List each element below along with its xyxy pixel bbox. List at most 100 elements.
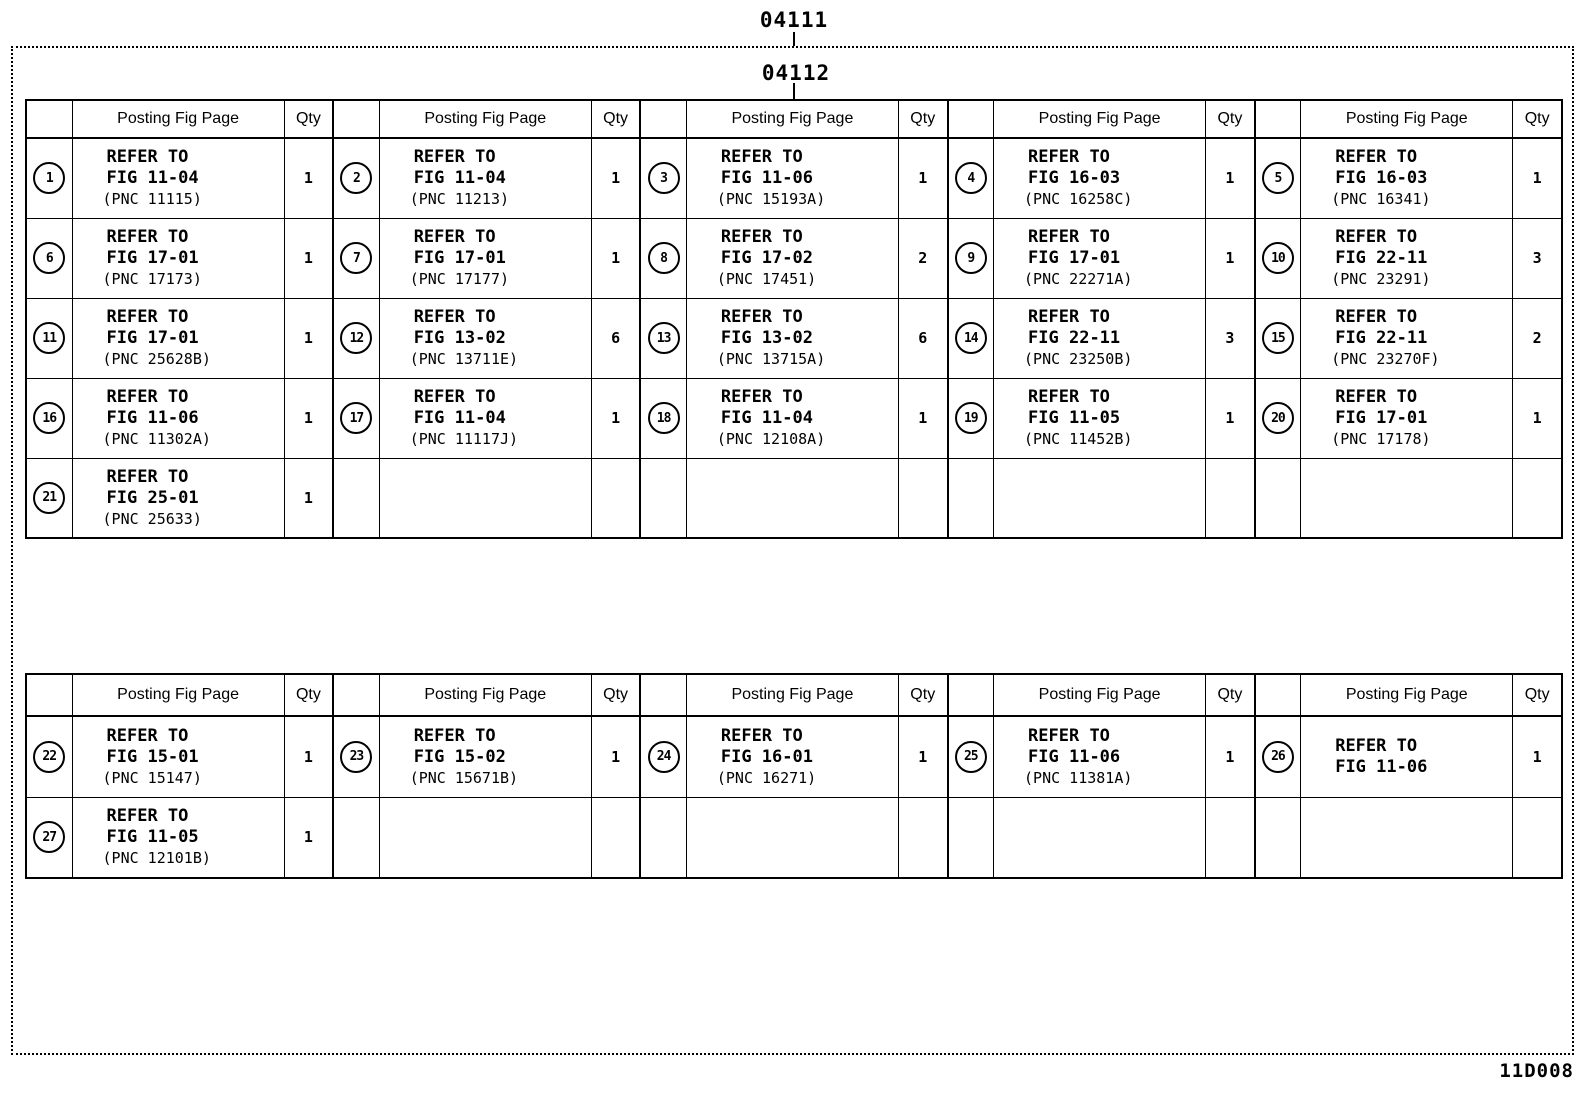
posting-fig-cell: REFER TO FIG 16-03 (PNC 16341): [1300, 137, 1514, 219]
refer-to-line: REFER TO: [413, 307, 496, 327]
posting-fig-table-lower: Posting Fig Page Qty Posting Fig Page Qt…: [25, 673, 1563, 879]
item-number-badge: 17: [340, 402, 373, 434]
item-number-badge: 14: [954, 322, 987, 354]
qty-cell: 1: [897, 715, 949, 798]
qty-cell: 1: [283, 137, 334, 219]
refer-to-line: REFER TO: [106, 307, 189, 327]
pnc-line: (PNC 11452B): [1024, 430, 1133, 448]
posting-fig-page-header: Posting Fig Page: [71, 673, 285, 717]
posting-fig-cell: REFER TO FIG 22-11 (PNC 23250B): [993, 297, 1207, 379]
item-number-header: [25, 99, 73, 139]
refer-to-line: REFER TO: [1335, 227, 1418, 247]
qty-cell: 1: [1205, 137, 1256, 219]
item-number-cell: 8: [639, 217, 687, 299]
posting-fig-cell: REFER TO FIG 17-01 (PNC 17177): [378, 217, 592, 299]
pnc-line: (PNC 11213): [409, 190, 510, 209]
refer-to-line: REFER TO: [1335, 387, 1418, 407]
posting-fig-cell: REFER TO FIG 17-01 (PNC 22271A): [993, 217, 1207, 299]
item-number: 21: [42, 490, 57, 506]
pnc-line: (PNC 16258C): [1024, 190, 1133, 209]
pnc-line: (PNC 25633): [102, 509, 202, 528]
item-number-header: [25, 673, 73, 717]
item-number-badge: 11: [33, 322, 66, 354]
pnc-line: (PNC 13711E): [409, 350, 519, 368]
posting-fig-page-header: Posting Fig Page: [1300, 99, 1514, 139]
qty-cell: 1: [283, 457, 334, 539]
refer-to-line: REFER TO: [720, 307, 803, 327]
table-header-row: Posting Fig Page Qty Posting Fig Page Qt…: [25, 99, 1563, 139]
pnc-line: (PNC 23291): [1331, 270, 1431, 288]
empty-cell: [1300, 457, 1514, 539]
item-number-badge: 13: [647, 322, 680, 354]
item-number-badge: 3: [647, 162, 680, 195]
item-number-cell: 15: [1253, 297, 1302, 379]
posting-fig-cell: REFER TO FIG 11-06 (PNC 11381A): [993, 715, 1207, 798]
posting-fig-cell: REFER TO FIG 22-11 (PNC 23270F): [1300, 297, 1514, 379]
item-number-badge: 2: [340, 162, 373, 195]
item-number: 18: [656, 410, 672, 426]
item-number-badge: 16: [33, 402, 66, 434]
item-number-cell: 10: [1253, 217, 1302, 299]
qty-cell: 3: [1205, 297, 1256, 379]
posting-fig-cell: REFER TO FIG 11-05 (PNC 11452B): [993, 377, 1207, 459]
item-number: 13: [656, 330, 672, 346]
qty-header: Qty: [590, 99, 641, 139]
pnc-line: (PNC 17173): [102, 270, 202, 288]
qty-cell: 1: [590, 137, 641, 219]
empty-cell: [1512, 796, 1563, 879]
pnc-line: (PNC 15671B): [409, 768, 519, 787]
item-number-badge: 23: [340, 740, 373, 773]
item-number-cell: 18: [639, 377, 687, 459]
item-number: 19: [963, 410, 979, 426]
qty-cell: 3: [1512, 217, 1563, 299]
item-number-cell: 23: [332, 715, 380, 798]
pnc-line: (PNC 13715A): [716, 350, 826, 368]
posting-fig-cell: REFER TO FIG 22-11 (PNC 23291): [1300, 217, 1514, 299]
empty-cell: [1205, 796, 1256, 879]
table-header-row: Posting Fig Page Qty Posting Fig Page Qt…: [25, 673, 1563, 717]
refer-to-line: REFER TO: [106, 806, 189, 827]
posting-fig-page-header: Posting Fig Page: [1300, 673, 1514, 717]
item-number-badge: 12: [340, 322, 373, 354]
fig-line: FIG 11-06: [106, 408, 199, 428]
item-number-cell: 17: [332, 377, 380, 459]
item-number-cell: 20: [1253, 377, 1302, 459]
posting-fig-page-header: Posting Fig Page: [71, 99, 285, 139]
item-number-header: [1253, 673, 1302, 717]
posting-fig-cell: REFER TO FIG 11-04 (PNC 12108A): [685, 377, 899, 459]
item-number-cell: 4: [946, 137, 995, 219]
item-number: 25: [963, 749, 979, 765]
posting-fig-cell: REFER TO FIG 11-06 (PNC 15193A): [685, 137, 899, 219]
item-number-cell: 9: [946, 217, 995, 299]
qty-header: Qty: [590, 673, 641, 717]
posting-fig-cell: REFER TO FIG 16-03 (PNC 16258C): [993, 137, 1207, 219]
posting-fig-cell: REFER TO FIG 15-02 (PNC 15671B): [378, 715, 592, 798]
refer-to-line: REFER TO: [1335, 307, 1418, 327]
item-number: 24: [656, 749, 672, 765]
empty-cell: [332, 457, 380, 539]
item-number-badge: 25: [954, 740, 987, 773]
item-number-badge: 1: [33, 162, 66, 195]
qty-cell: 6: [590, 297, 641, 379]
qty-cell: 1: [283, 377, 334, 459]
posting-fig-cell: REFER TO FIG 16-01 (PNC 16271): [685, 715, 899, 798]
item-number-badge: 22: [33, 740, 66, 773]
pnc-line: (PNC 12108A): [716, 430, 826, 448]
item-number-badge: 21: [33, 481, 66, 514]
refer-to-line: REFER TO: [1335, 147, 1418, 168]
qty-cell: 1: [897, 377, 949, 459]
item-number-cell: 24: [639, 715, 687, 798]
posting-fig-cell: REFER TO FIG 25-01 (PNC 25633): [71, 457, 285, 539]
item-number: 4: [967, 170, 975, 186]
item-number: 27: [42, 829, 57, 845]
item-number-cell: 6: [25, 217, 73, 299]
fig-line: FIG 11-06: [1335, 756, 1428, 777]
subfigure-code-label: 04112: [761, 61, 831, 85]
empty-cell: [1253, 457, 1302, 539]
item-number: 5: [1274, 170, 1283, 186]
item-number: 17: [349, 410, 365, 426]
qty-cell: 1: [283, 796, 334, 879]
qty-cell: 1: [283, 715, 334, 798]
figure-boundary-box: 04112: [11, 46, 1574, 1055]
fig-line: FIG 22-11: [1028, 328, 1121, 348]
